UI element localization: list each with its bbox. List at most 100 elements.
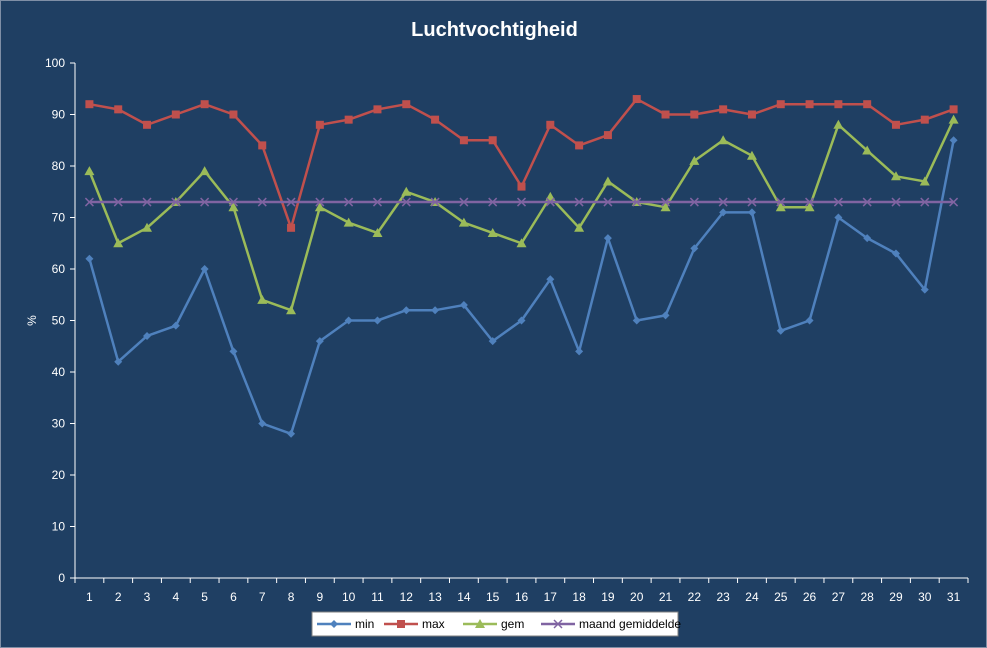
data-point-max	[834, 100, 843, 109]
data-point-max	[747, 110, 756, 119]
data-point-gem	[516, 238, 527, 248]
data-point-maand-gemiddelde	[200, 197, 210, 207]
data-point-min	[690, 244, 699, 253]
x-tick-label: 19	[601, 590, 615, 604]
data-point-maand-gemiddelde	[401, 197, 411, 207]
data-point-min	[603, 234, 612, 243]
data-point-max	[719, 105, 728, 114]
data-point-maand-gemiddelde	[286, 197, 296, 207]
data-point-min	[747, 208, 756, 217]
x-tick-label: 10	[342, 590, 356, 604]
data-point-max	[517, 182, 526, 191]
data-point-maand-gemiddelde	[718, 197, 728, 207]
y-tick-label: 70	[52, 211, 66, 225]
x-tick-label: 16	[515, 590, 529, 604]
data-point-min	[344, 316, 353, 325]
data-point-min	[229, 347, 238, 356]
data-point-min	[719, 208, 728, 217]
data-point-max	[143, 120, 152, 129]
data-point-maand-gemiddelde	[689, 197, 699, 207]
data-point-min	[431, 306, 440, 315]
data-point-min	[85, 254, 94, 263]
data-point-max	[891, 120, 900, 129]
data-point-maand-gemiddelde	[747, 197, 757, 207]
x-tick-label: 8	[288, 590, 295, 604]
x-tick-label: 23	[716, 590, 730, 604]
data-point-max	[603, 131, 612, 140]
data-point-maand-gemiddelde	[776, 197, 786, 207]
data-point-gem	[689, 155, 700, 165]
x-tick-label: 2	[115, 590, 122, 604]
data-point-max	[632, 95, 641, 104]
data-point-maand-gemiddelde	[862, 197, 872, 207]
data-point-min	[488, 337, 497, 346]
data-point-max	[373, 105, 382, 114]
data-point-max	[920, 115, 929, 124]
data-point-gem	[574, 222, 585, 232]
data-point-maand-gemiddelde	[459, 197, 469, 207]
data-point-max	[287, 223, 296, 232]
x-tick-label: 11	[371, 590, 384, 604]
data-point-min	[863, 234, 872, 243]
data-point-maand-gemiddelde	[805, 197, 815, 207]
y-tick-label: 0	[58, 571, 65, 585]
x-tick-label: 31	[947, 590, 961, 604]
data-point-gem	[660, 202, 671, 212]
x-tick-label: 15	[486, 590, 500, 604]
data-point-gem	[401, 186, 412, 196]
data-point-min	[315, 337, 324, 346]
y-tick-label: 80	[52, 159, 66, 173]
legend-marker-max	[397, 620, 405, 628]
legend-label-maand-gemiddelde: maand gemiddelde	[579, 617, 681, 631]
data-point-maand-gemiddelde	[171, 197, 181, 207]
y-tick-label: 30	[52, 417, 66, 431]
legend-label-min: min	[355, 617, 374, 631]
data-point-max	[402, 100, 411, 109]
data-point-maand-gemiddelde	[344, 197, 354, 207]
data-point-max	[258, 141, 267, 150]
x-tick-label: 26	[803, 590, 817, 604]
data-point-max	[459, 136, 468, 145]
x-tick-label: 21	[659, 590, 673, 604]
x-tick-label: 17	[544, 590, 558, 604]
x-tick-label: 13	[428, 590, 442, 604]
data-point-min	[805, 316, 814, 325]
data-point-min	[258, 419, 267, 428]
data-point-gem	[257, 294, 268, 304]
x-tick-label: 27	[832, 590, 846, 604]
data-point-min	[949, 136, 958, 145]
data-point-max	[575, 141, 584, 150]
data-point-gem	[948, 114, 959, 124]
data-point-max	[949, 105, 958, 114]
data-point-maand-gemiddelde	[574, 197, 584, 207]
data-point-gem	[142, 222, 153, 232]
data-point-maand-gemiddelde	[430, 197, 440, 207]
data-point-min	[402, 306, 411, 315]
data-point-min	[575, 347, 584, 356]
data-point-min	[834, 213, 843, 222]
data-point-min	[459, 301, 468, 310]
data-point-gem	[833, 119, 844, 129]
data-point-gem	[458, 217, 469, 227]
data-point-gem	[113, 238, 124, 248]
data-point-maand-gemiddelde	[228, 197, 238, 207]
data-point-min	[200, 265, 209, 273]
y-axis-label: %	[25, 315, 39, 326]
data-point-max	[431, 115, 440, 124]
x-tick-label: 25	[774, 590, 788, 604]
x-tick-label: 6	[230, 590, 237, 604]
x-tick-label: 29	[889, 590, 903, 604]
x-tick-label: 20	[630, 590, 644, 604]
data-point-gem	[919, 176, 930, 186]
x-tick-label: 24	[745, 590, 759, 604]
data-point-min	[143, 331, 152, 340]
x-tick-label: 18	[572, 590, 586, 604]
data-point-maand-gemiddelde	[488, 197, 498, 207]
data-point-maand-gemiddelde	[545, 197, 555, 207]
legend-label-gem: gem	[501, 617, 524, 631]
legend-marker-gem	[475, 619, 485, 628]
y-tick-label: 100	[45, 56, 65, 70]
series-line-gem	[88, 119, 955, 312]
data-point-gem	[746, 150, 757, 160]
data-point-max	[805, 100, 814, 109]
